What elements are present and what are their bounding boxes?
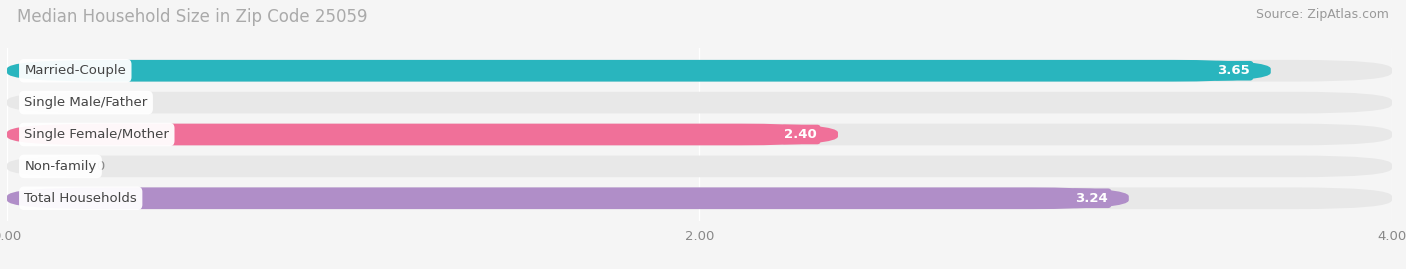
FancyBboxPatch shape xyxy=(7,124,1392,145)
Text: 2.40: 2.40 xyxy=(785,128,817,141)
Text: 0.00: 0.00 xyxy=(76,96,105,109)
Text: Total Households: Total Households xyxy=(24,192,138,205)
FancyBboxPatch shape xyxy=(7,187,1392,209)
Text: Non-family: Non-family xyxy=(24,160,97,173)
Text: Single Male/Father: Single Male/Father xyxy=(24,96,148,109)
FancyBboxPatch shape xyxy=(7,124,838,145)
Text: Source: ZipAtlas.com: Source: ZipAtlas.com xyxy=(1256,8,1389,21)
Text: 3.24: 3.24 xyxy=(1076,192,1108,205)
Text: Married-Couple: Married-Couple xyxy=(24,64,127,77)
FancyBboxPatch shape xyxy=(7,92,1392,114)
Text: Median Household Size in Zip Code 25059: Median Household Size in Zip Code 25059 xyxy=(17,8,367,26)
Text: 0.00: 0.00 xyxy=(76,160,105,173)
Text: 3.65: 3.65 xyxy=(1218,64,1250,77)
FancyBboxPatch shape xyxy=(7,155,1392,177)
Text: Single Female/Mother: Single Female/Mother xyxy=(24,128,169,141)
FancyBboxPatch shape xyxy=(7,187,1129,209)
FancyBboxPatch shape xyxy=(7,60,1392,82)
FancyBboxPatch shape xyxy=(7,60,1271,82)
